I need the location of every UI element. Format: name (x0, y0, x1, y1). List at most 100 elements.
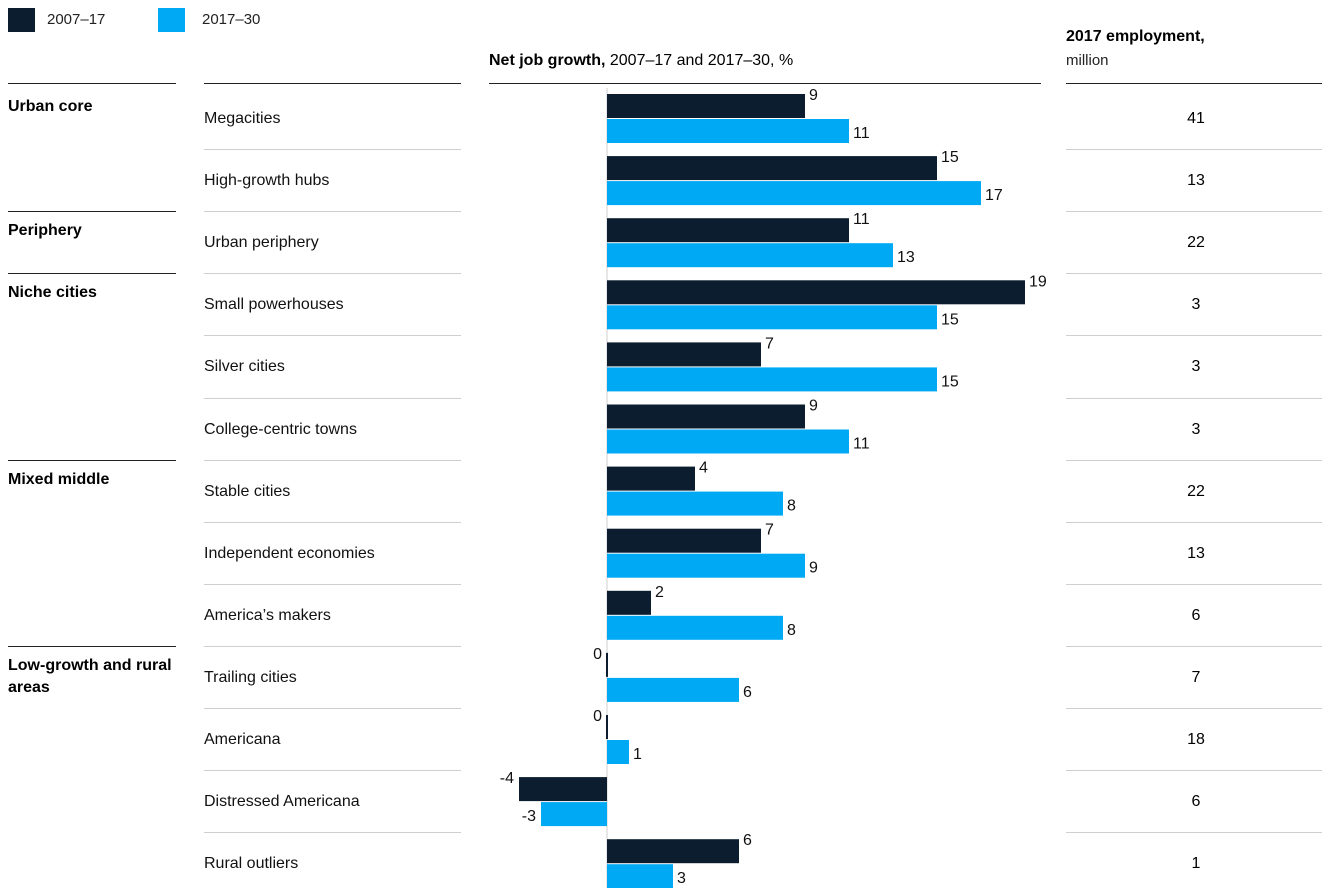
employment-value: 22 (1187, 234, 1205, 252)
bar-2007–17 (607, 404, 805, 429)
data-label: 9 (809, 560, 818, 577)
bar-2017–30 (607, 119, 849, 143)
row-divider (1066, 460, 1322, 461)
data-label: 11 (853, 436, 870, 453)
row-divider (1066, 335, 1322, 336)
employment-value: 22 (1187, 482, 1205, 500)
row-divider (204, 584, 461, 585)
bar-2007–17 (606, 715, 608, 739)
legend-label-2017-30: 2017–30 (202, 11, 261, 28)
bar-2017–30 (607, 553, 805, 578)
row-label: Independent economies (204, 544, 375, 562)
data-label: 0 (593, 708, 602, 725)
bar-2007–17 (607, 156, 937, 181)
group-label: Niche cities (8, 284, 97, 302)
legend-label-2007-17: 2007–17 (47, 11, 106, 28)
row-label: Megacities (204, 110, 281, 127)
row-divider (1066, 832, 1322, 833)
bar-2007–17 (519, 777, 607, 802)
row-label: College-centric towns (204, 420, 357, 438)
bar-2007–17 (607, 280, 1025, 305)
data-label: -3 (522, 808, 536, 825)
chart-title: Net job growth, 2007–17 and 2017–30, % (489, 51, 793, 71)
row-divider (1066, 522, 1322, 523)
group-label: Low-growth and rural areas (8, 656, 172, 696)
row-divider (204, 149, 461, 150)
data-label: 8 (787, 498, 796, 515)
data-label: 15 (941, 373, 959, 390)
row-divider (204, 211, 461, 212)
bar-2007–17 (607, 590, 651, 615)
bar-2017–30 (607, 429, 849, 454)
legend-swatch-2007-17 (8, 8, 35, 32)
header-rule-group (8, 83, 176, 84)
data-label: -4 (500, 770, 514, 787)
row-label: Rural outliers (204, 855, 299, 873)
data-label: 2 (655, 584, 664, 601)
row-divider (204, 273, 461, 274)
data-label: 4 (699, 460, 708, 477)
bar-2017–30 (607, 181, 981, 206)
row-divider (1066, 149, 1322, 150)
row-divider (204, 770, 461, 771)
bar-2017–30 (607, 740, 629, 764)
header-rule-employment (1066, 83, 1322, 84)
row-label: High-growth hubs (204, 172, 330, 190)
row-divider (1066, 770, 1322, 771)
chart-title-bold: Net job growth, (489, 52, 606, 69)
data-label: 9 (809, 398, 818, 415)
row-divider (1066, 398, 1322, 399)
bar-2017–30 (607, 615, 783, 640)
employment-value: 3 (1191, 358, 1201, 376)
data-label: 13 (897, 249, 915, 266)
employment-value: 3 (1191, 296, 1201, 314)
group-divider (8, 460, 176, 461)
data-label: 3 (677, 870, 686, 887)
bar-2017–30 (607, 243, 893, 268)
group-label: Periphery (8, 222, 82, 240)
data-label: 0 (593, 646, 602, 663)
row-divider (204, 832, 461, 833)
data-label: 19 (1029, 273, 1047, 290)
row-label: Stable cities (204, 482, 291, 500)
data-label: 6 (743, 832, 752, 849)
bar-2017–30 (607, 491, 783, 516)
employment-value: 6 (1191, 606, 1201, 624)
row-divider (1066, 708, 1322, 709)
bar-2017–30 (607, 367, 937, 392)
row-label: Urban periphery (204, 234, 319, 252)
bar-2017–30 (607, 677, 739, 702)
employment-header-unit: million (1066, 52, 1109, 69)
employment-header-bold: 2017 employment, (1066, 28, 1205, 45)
header-rule-chart (489, 83, 1041, 84)
data-label: 7 (765, 522, 774, 539)
bar-2007–17 (606, 652, 608, 677)
row-label: Distressed Americana (204, 793, 360, 811)
data-label: 6 (743, 684, 752, 701)
bar-2007–17 (607, 528, 761, 553)
bar-2007–17 (607, 218, 849, 243)
bar-2007–17 (607, 342, 761, 367)
row-label: America’s makers (204, 606, 331, 624)
employment-value: 18 (1187, 731, 1205, 748)
data-label: 8 (787, 622, 796, 639)
employment-value: 41 (1187, 110, 1205, 127)
data-label: 7 (765, 335, 774, 352)
row-divider (1066, 646, 1322, 647)
bar-2007–17 (607, 839, 739, 864)
row-label: Americana (204, 731, 281, 748)
bar-chart: 9 15 11 19 7 9 4 7 2 0 0 -4 6 11 17 13 15 15 11 8 9 8 6 1 -3 3 (500, 88, 1047, 888)
row-divider (1066, 273, 1322, 274)
row-divider (204, 335, 461, 336)
header-rule-row (204, 83, 461, 84)
employment-value: 7 (1191, 668, 1201, 686)
row-label: Trailing cities (204, 668, 297, 686)
group-divider (8, 646, 176, 647)
data-label: 15 (941, 311, 959, 328)
bar-2017–30 (607, 864, 673, 888)
row-divider (204, 522, 461, 523)
row-label: Small powerhouses (204, 296, 344, 314)
bar-2017–30 (607, 305, 937, 330)
data-label: 15 (941, 149, 959, 166)
data-label: 17 (985, 187, 1003, 204)
